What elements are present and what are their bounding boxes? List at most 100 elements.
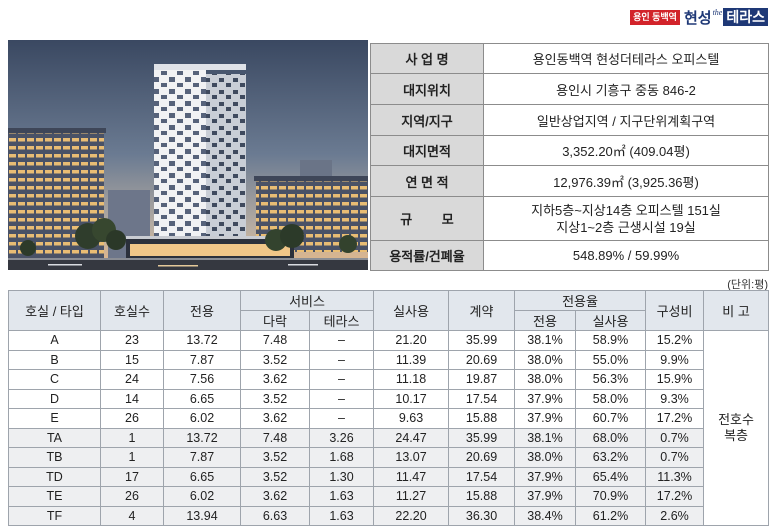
cell-exclusive: 7.87	[163, 447, 241, 468]
cell-remark: 전호수 복층	[703, 330, 770, 526]
cell-type: TA	[8, 427, 101, 448]
cell-contract: 19.87	[448, 369, 516, 390]
cell-terrace: –	[308, 408, 375, 429]
building-rendering-image	[8, 40, 368, 270]
header-composition: 구성비	[645, 290, 705, 331]
cell-type: TF	[8, 505, 101, 526]
cell-ratio-exclusive: 38.0%	[514, 447, 577, 468]
info-value: 용인동백역 현성더테라스 오피스텔	[483, 43, 769, 74]
unit-table-body: A 23 13.72 7.48–21.20 35.99 38.1% 58.9% 15.2% 전호…	[8, 330, 770, 526]
cell-actual-use: 21.20	[373, 330, 450, 351]
brand-logo: 용인 동백역 현성 the 테라스	[630, 7, 768, 27]
cell-terrace: 1.30	[308, 466, 375, 487]
cell-actual-use: 11.27	[373, 486, 450, 507]
cell-attic: 3.62	[240, 369, 310, 390]
cell-attic: 3.52	[240, 447, 310, 468]
cell-ratio-exclusive: 38.0%	[514, 349, 577, 370]
info-value: 용인시 기흥구 중동 846-2	[483, 73, 769, 105]
tower-building	[154, 64, 246, 242]
cell-count: 15	[100, 349, 164, 370]
table-header-row: 호실 / 타입 호실수 전용 서비스 실사용 계약 전용율 구성비 비 고	[8, 290, 770, 331]
table-subheader-row: 다락 테라스 전용 실사용	[9, 310, 769, 331]
cell-ratio-actual: 58.0%	[575, 388, 647, 409]
table-row: TE 26 6.02 3.62 1.63 11.27 15.88 37.9% 70.9% 17.2…	[8, 486, 769, 507]
project-info-table: 사 업 명 용인동백역 현성더테라스 오피스텔 대지위치 용인시 기흥구 중동 …	[370, 43, 769, 271]
cell-ratio-exclusive: 38.0%	[514, 369, 577, 390]
cell-contract: 17.54	[448, 388, 516, 409]
info-row-project-name: 사 업 명 용인동백역 현성더테라스 오피스텔	[370, 43, 769, 74]
cell-attic: 3.52	[240, 388, 310, 409]
cell-composition: 9.3%	[645, 388, 705, 409]
header-remark: 비 고	[703, 290, 770, 331]
cell-type: B	[8, 349, 101, 370]
table-row: TD 17 6.65 3.52 1.30 11.47 17.54 37.9% 65.4% 11.3…	[8, 466, 769, 487]
info-label: 사 업 명	[370, 43, 484, 74]
cell-attic: 6.63	[240, 505, 310, 526]
table-row: E 26 6.02 3.62–9.63 15.88 37.9% 60.7% 17.2%	[8, 408, 769, 429]
cell-composition: 0.7%	[645, 427, 705, 448]
cell-ratio-exclusive: 37.9%	[514, 408, 577, 429]
cell-ratio-actual: 61.2%	[575, 505, 647, 526]
remark-line: 전호수	[718, 412, 754, 427]
info-value: 3,352.20㎡ (409.04평)	[483, 135, 769, 166]
info-label: 연 면 적	[370, 165, 484, 197]
cell-count: 26	[100, 408, 164, 429]
cell-contract: 20.69	[448, 447, 516, 468]
cell-contract: 35.99	[448, 330, 516, 351]
cell-type: C	[8, 369, 101, 390]
cell-ratio-actual: 65.4%	[575, 466, 647, 487]
cell-terrace: –	[308, 369, 375, 390]
info-value: 12,976.39㎡ (3,925.36평)	[483, 165, 769, 197]
cell-ratio-actual: 56.3%	[575, 369, 647, 390]
cell-exclusive: 13.94	[163, 505, 241, 526]
cell-actual-use: 11.47	[373, 466, 450, 487]
header-ratio-exclusive: 전용	[514, 310, 577, 331]
cell-count: 17	[100, 466, 164, 487]
cell-attic: 7.48	[240, 330, 310, 351]
cell-ratio-actual: 55.0%	[575, 349, 647, 370]
table-row: C 24 7.56 3.62–11.18 19.87 38.0% 56.3% 15.9%	[8, 369, 769, 390]
cell-ratio-actual: 58.9%	[575, 330, 647, 351]
info-row-zoning: 지역/지구 일반상업지역 / 지구단위계획구역	[370, 104, 769, 136]
cell-contract: 36.30	[448, 505, 516, 526]
cell-terrace: –	[308, 330, 375, 351]
cell-actual-use: 11.39	[373, 349, 450, 370]
cell-ratio-actual: 70.9%	[575, 486, 647, 507]
table-row: TF 4 13.94 6.63 1.63 22.20 36.30 38.4% 61.2% 2.6%	[8, 505, 769, 526]
info-value-line: 지상1~2층 근생시설 19실	[556, 219, 696, 235]
header-attic: 다락	[240, 310, 310, 331]
remark-line: 복층	[724, 428, 748, 443]
cell-actual-use: 24.47	[373, 427, 450, 448]
cell-ratio-exclusive: 37.9%	[514, 388, 577, 409]
cell-exclusive: 6.65	[163, 388, 241, 409]
cell-terrace: 1.63	[308, 505, 375, 526]
info-row-far-bcr: 용적률/건폐율 548.89% / 59.99%	[370, 240, 769, 271]
cell-ratio-actual: 68.0%	[575, 427, 647, 448]
cell-ratio-exclusive: 38.4%	[514, 505, 577, 526]
cell-count: 24	[100, 369, 164, 390]
cell-composition: 15.2%	[645, 330, 705, 351]
cell-exclusive: 13.72	[163, 330, 241, 351]
cell-terrace: 1.63	[308, 486, 375, 507]
cell-terrace: 1.68	[308, 447, 375, 468]
cell-composition: 17.2%	[645, 486, 705, 507]
cell-terrace: –	[308, 388, 375, 409]
cell-type: TB	[8, 447, 101, 468]
cell-count: 1	[100, 427, 164, 448]
cell-count: 23	[100, 330, 164, 351]
cell-ratio-exclusive: 38.1%	[514, 427, 577, 448]
cell-type: D	[8, 388, 101, 409]
info-label: 규 모	[370, 196, 484, 241]
header-exclusive: 전용	[163, 290, 241, 331]
table-row: D 14 6.65 3.52–10.17 17.54 37.9% 58.0% 9.3%	[8, 388, 769, 409]
cell-count: 1	[100, 447, 164, 468]
cell-composition: 9.9%	[645, 349, 705, 370]
cell-type: TD	[8, 466, 101, 487]
cell-attic: 7.48	[240, 427, 310, 448]
cell-actual-use: 13.07	[373, 447, 450, 468]
header-terrace: 테라스	[308, 310, 375, 331]
info-label: 용적률/건폐율	[370, 240, 484, 271]
cell-contract: 35.99	[448, 427, 516, 448]
cell-count: 26	[100, 486, 164, 507]
info-value: 548.89% / 59.99%	[483, 240, 769, 271]
